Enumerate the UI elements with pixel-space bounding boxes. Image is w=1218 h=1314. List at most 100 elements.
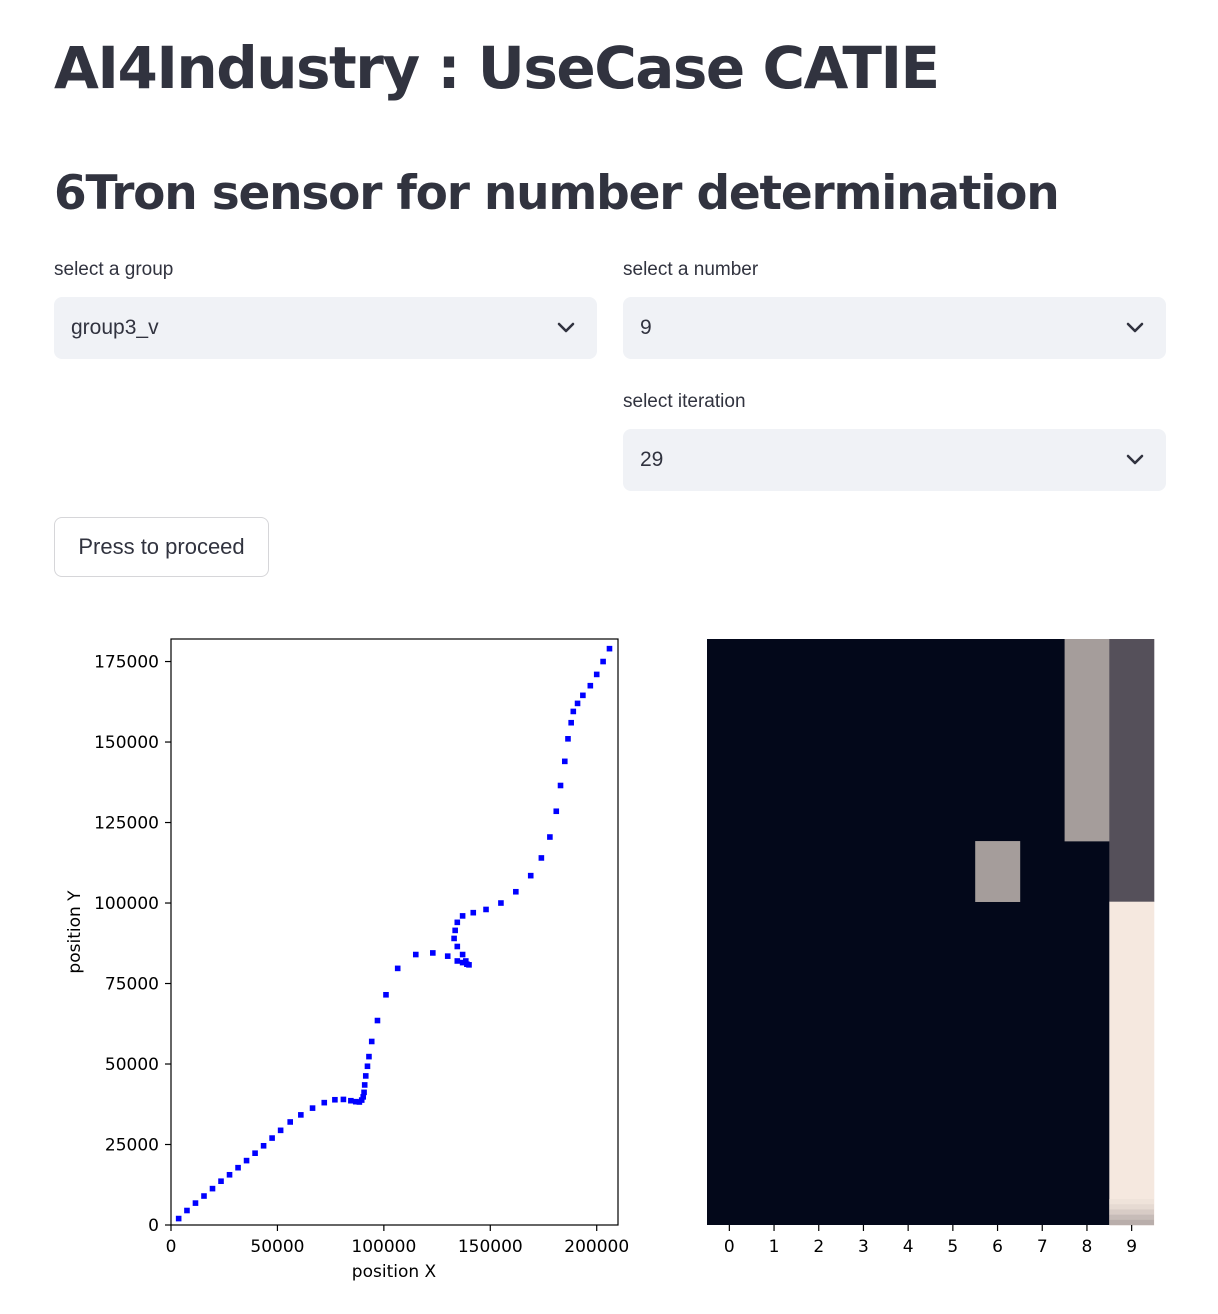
group-select[interactable]: group3_v <box>54 297 597 359</box>
scatter-point <box>451 935 457 942</box>
scatter-point <box>226 1171 233 1178</box>
scatter-point <box>593 671 600 678</box>
scatter-point <box>269 1135 275 1141</box>
scatter-point <box>309 1105 316 1111</box>
iteration-select-label: select iteration <box>623 391 746 412</box>
group-select-label: select a group <box>54 259 174 280</box>
scatter-point <box>394 965 401 972</box>
heatmap-x-tick-label: 1 <box>769 1237 780 1257</box>
heatmap-x-tick-label: 0 <box>724 1237 735 1257</box>
number-select[interactable]: 9 <box>623 297 1166 359</box>
heatmap-cell <box>1109 1214 1154 1220</box>
scatter-point <box>454 958 461 964</box>
heatmap-cell <box>1109 1209 1154 1215</box>
scatter-point <box>364 1063 371 1070</box>
scatter-point <box>483 906 489 913</box>
heatmap-x-tick-label: 3 <box>858 1237 869 1257</box>
scatter-point <box>553 808 560 815</box>
scatter-point <box>287 1119 293 1125</box>
scatter-point <box>547 834 553 840</box>
heatmap-x-tick-label: 8 <box>1082 1237 1093 1257</box>
scatter-point <box>444 953 451 959</box>
heatmap-cells <box>707 639 1155 1226</box>
heatmap-x-tick-label: 7 <box>1037 1237 1048 1257</box>
scatter-x-tick-label: 150000 <box>458 1237 523 1257</box>
scatter-point <box>332 1096 338 1103</box>
scatter-x-tick-label: 100000 <box>351 1237 416 1257</box>
scatter-point <box>192 1200 199 1206</box>
scatter-point <box>452 927 458 934</box>
heatmap-cell <box>1109 901 1155 1226</box>
scatter-y-tick-label: 100000 <box>94 894 159 914</box>
scatter-point <box>513 888 519 895</box>
heatmap-cell <box>1109 639 1155 902</box>
scatter-point <box>459 959 466 966</box>
scatter-point <box>366 1053 372 1060</box>
scatter-point <box>358 1097 365 1103</box>
scatter-x-ticks: 0 50000 100000 150000 200000 <box>166 1225 629 1257</box>
scatter-point <box>362 1073 369 1079</box>
scatter-x-tick-label: 50000 <box>250 1237 304 1257</box>
page-title: AI4Industry : UseCase CATIE <box>54 34 940 102</box>
scatter-x-tick-label: 0 <box>166 1237 177 1257</box>
heatmap-cell <box>1109 1219 1154 1226</box>
iteration-select-value: 29 <box>640 448 664 471</box>
heatmap-cell <box>975 841 1021 902</box>
scatter-x-label: position X <box>352 1262 437 1282</box>
scatter-point <box>430 950 436 956</box>
scatter-point <box>252 1150 258 1156</box>
scatter-point <box>587 682 594 689</box>
scatter-point <box>574 700 581 707</box>
scatter-point <box>466 962 472 968</box>
scatter-point <box>218 1178 224 1185</box>
scatter-point <box>538 855 545 861</box>
heatmap-x-tick-label: 4 <box>903 1237 914 1257</box>
iteration-select[interactable]: 29 <box>623 429 1166 491</box>
scatter-y-tick-label: 75000 <box>105 975 159 995</box>
scatter-y-tick-label: 0 <box>148 1216 159 1236</box>
position-scatter-chart: 0 50000 100000 150000 200000 0 25000 50000 7500… <box>65 638 629 1282</box>
scatter-point <box>298 1112 304 1118</box>
scatter-point <box>235 1164 241 1171</box>
scatter-y-tick-label: 125000 <box>94 814 159 834</box>
scatter-point <box>260 1142 267 1149</box>
scatter-point <box>568 719 574 726</box>
scatter-point <box>498 900 504 906</box>
scatter-point <box>360 1094 367 1100</box>
scatter-point <box>277 1127 284 1134</box>
scatter-point <box>243 1157 250 1164</box>
scatter-point <box>374 1017 381 1024</box>
scatter-point <box>209 1185 216 1192</box>
section-title: 6Tron sensor for number determination <box>54 166 1060 221</box>
scatter-point <box>361 1089 367 1096</box>
heatmap-x-ticks: 0 1 2 3 4 5 6 7 8 9 <box>724 1225 1137 1257</box>
scatter-point <box>606 645 613 652</box>
scatter-point <box>527 872 534 879</box>
scatter-point <box>175 1215 182 1222</box>
scatter-point <box>470 909 477 916</box>
heatmap-x-tick-label: 6 <box>992 1237 1003 1257</box>
scatter-point <box>368 1038 375 1045</box>
scatter-y-tick-label: 175000 <box>94 653 159 673</box>
scatter-y-ticks: 0 25000 50000 75000 100000 125000 150000 175000 <box>94 653 171 1236</box>
number-select-value: 9 <box>640 316 652 339</box>
number-select-label: select a number <box>623 259 759 280</box>
number-heatmap-chart: 0 1 2 3 4 5 6 7 8 9 <box>707 639 1155 1257</box>
proceed-button[interactable]: Press to proceed <box>54 517 269 577</box>
scatter-point <box>580 692 586 699</box>
heatmap-cell <box>1109 1204 1154 1210</box>
scatter-points <box>175 645 613 1222</box>
scatter-point <box>557 782 564 789</box>
group-select-value: group3_v <box>71 316 159 339</box>
scatter-y-tick-label: 50000 <box>105 1055 159 1075</box>
scatter-point <box>459 913 466 919</box>
heatmap-x-tick-label: 9 <box>1126 1237 1137 1257</box>
scatter-point <box>184 1207 190 1214</box>
scatter-point <box>454 919 461 926</box>
scatter-point <box>340 1096 347 1103</box>
scatter-point <box>459 951 466 958</box>
scatter-point <box>361 1082 368 1088</box>
scatter-point <box>600 658 606 665</box>
scatter-point <box>321 1099 328 1106</box>
scatter-frame <box>170 638 619 1226</box>
